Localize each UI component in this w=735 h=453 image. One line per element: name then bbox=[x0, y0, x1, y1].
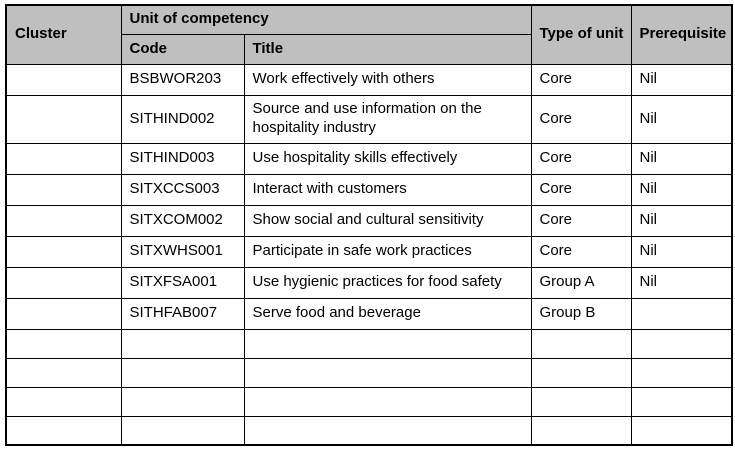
cell-code: BSBWOR203 bbox=[120, 63, 245, 96]
cell-prerequisite: Nil bbox=[630, 63, 733, 96]
cell-cluster bbox=[5, 94, 122, 144]
cell-type: Core bbox=[530, 173, 632, 206]
cell-code bbox=[120, 357, 245, 388]
header-type-of-unit: Type of unit bbox=[530, 4, 632, 65]
cell-title bbox=[243, 386, 532, 417]
cell-prerequisite bbox=[630, 328, 733, 359]
cell-code bbox=[120, 415, 245, 446]
table-row bbox=[5, 415, 733, 446]
header-cluster: Cluster bbox=[5, 4, 122, 65]
table-row bbox=[5, 328, 733, 359]
cell-code: SITXCCS003 bbox=[120, 173, 245, 206]
cell-cluster bbox=[5, 357, 122, 388]
cell-prerequisite: Nil bbox=[630, 204, 733, 237]
cell-code bbox=[120, 328, 245, 359]
cell-type bbox=[530, 328, 632, 359]
cell-cluster bbox=[5, 415, 122, 446]
header-row-1: Cluster Unit of competency Type of unit … bbox=[5, 4, 733, 65]
header-row-2: Code Title bbox=[6, 33, 732, 65]
table-row: SITHIND002 Source and use information on… bbox=[5, 94, 733, 144]
header-prerequisite: Prerequisite bbox=[630, 4, 733, 65]
cell-code: SITHIND002 bbox=[120, 94, 245, 144]
cell-title bbox=[243, 415, 532, 446]
table-row: SITXWHS001 Participate in safe work prac… bbox=[5, 235, 733, 268]
cell-prerequisite bbox=[630, 297, 733, 330]
cell-title: Show social and cultural sensitivity bbox=[243, 204, 532, 237]
cell-cluster bbox=[5, 173, 122, 206]
cell-cluster bbox=[5, 266, 122, 299]
header-unit-of-competency: Unit of competency bbox=[120, 4, 532, 35]
cell-code: SITHIND003 bbox=[120, 142, 245, 175]
header-title: Title bbox=[243, 33, 532, 65]
table-row: SITHFAB007 Serve food and beverage Group… bbox=[5, 297, 733, 330]
table-row: SITHIND003 Use hospitality skills effect… bbox=[5, 142, 733, 175]
cell-title: Use hygienic practices for food safety bbox=[243, 266, 532, 299]
cell-prerequisite: Nil bbox=[630, 266, 733, 299]
cell-prerequisite bbox=[630, 415, 733, 446]
cell-prerequisite: Nil bbox=[630, 94, 733, 144]
cell-code: SITXCOM002 bbox=[120, 204, 245, 237]
cell-prerequisite bbox=[630, 357, 733, 388]
cell-cluster bbox=[5, 328, 122, 359]
competency-table: Cluster Unit of competency Type of unit … bbox=[5, 4, 733, 446]
cell-cluster bbox=[5, 386, 122, 417]
cell-title: Interact with customers bbox=[243, 173, 532, 206]
table-row: SITXFSA001 Use hygienic practices for fo… bbox=[5, 266, 733, 299]
cell-title: Use hospitality skills effectively bbox=[243, 142, 532, 175]
cell-title: Serve food and beverage bbox=[243, 297, 532, 330]
cell-cluster bbox=[5, 63, 122, 96]
cell-prerequisite: Nil bbox=[630, 142, 733, 175]
cell-prerequisite: Nil bbox=[630, 235, 733, 268]
cell-type: Core bbox=[530, 142, 632, 175]
cell-type bbox=[530, 386, 632, 417]
cell-cluster bbox=[5, 142, 122, 175]
cell-title bbox=[243, 328, 532, 359]
table-row: SITXCCS003 Interact with customers Core … bbox=[5, 173, 733, 206]
table-row: SITXCOM002 Show social and cultural sens… bbox=[5, 204, 733, 237]
cell-code bbox=[120, 386, 245, 417]
table-row bbox=[5, 357, 733, 388]
cell-title bbox=[243, 357, 532, 388]
cell-prerequisite: Nil bbox=[630, 173, 733, 206]
cell-cluster bbox=[5, 204, 122, 237]
cell-type: Core bbox=[530, 204, 632, 237]
cell-type: Core bbox=[530, 63, 632, 96]
cell-prerequisite bbox=[630, 386, 733, 417]
table-row bbox=[5, 386, 733, 417]
cell-code: SITXFSA001 bbox=[120, 266, 245, 299]
cell-type: Group A bbox=[530, 266, 632, 299]
cell-type bbox=[530, 357, 632, 388]
cell-type: Core bbox=[530, 235, 632, 268]
cell-type bbox=[530, 415, 632, 446]
cell-title: Work effectively with others bbox=[243, 63, 532, 96]
cell-title: Source and use information on the hospit… bbox=[243, 94, 532, 144]
cell-type: Group B bbox=[530, 297, 632, 330]
cell-code: SITXWHS001 bbox=[120, 235, 245, 268]
cell-cluster bbox=[5, 235, 122, 268]
cell-code: SITHFAB007 bbox=[120, 297, 245, 330]
table-row: BSBWOR203 Work effectively with others C… bbox=[5, 63, 733, 96]
cell-title: Participate in safe work practices bbox=[243, 235, 532, 268]
header-code: Code bbox=[120, 33, 245, 65]
cell-cluster bbox=[5, 297, 122, 330]
cell-type: Core bbox=[530, 94, 632, 144]
